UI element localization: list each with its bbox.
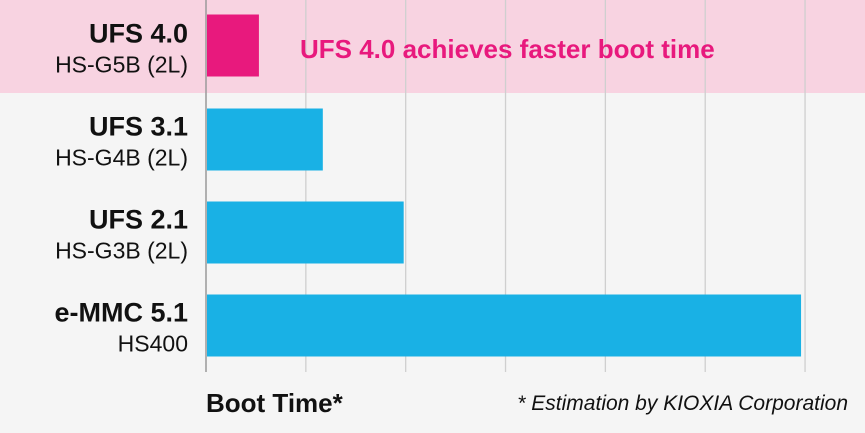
annotation-text: UFS 4.0 achieves faster boot time bbox=[300, 34, 715, 64]
bar-ufs-3-1 bbox=[207, 108, 323, 171]
bar-e-mmc-5-1 bbox=[207, 294, 802, 357]
category-sublabel: HS-G4B (2L) bbox=[55, 145, 188, 171]
category-label: UFS 3.1 bbox=[89, 112, 188, 142]
footnote: * Estimation by KIOXIA Corporation bbox=[517, 392, 848, 415]
bars bbox=[207, 14, 802, 357]
bar-ufs-4-0 bbox=[207, 14, 259, 77]
category-label: UFS 4.0 bbox=[89, 19, 188, 49]
category-label: e-MMC 5.1 bbox=[54, 298, 188, 328]
x-axis-label: Boot Time* bbox=[206, 388, 344, 418]
category-labels: UFS 4.0 HS-G5B (2L) UFS 3.1 HS-G4B (2L) UFS … bbox=[54, 19, 188, 357]
category-sublabel: HS400 bbox=[118, 331, 188, 357]
bar-ufs-2-1 bbox=[207, 201, 404, 264]
category-label: UFS 2.1 bbox=[89, 205, 188, 235]
category-sublabel: HS-G3B (2L) bbox=[55, 238, 188, 264]
highlight-band bbox=[0, 0, 865, 93]
category-sublabel: HS-G5B (2L) bbox=[55, 52, 188, 78]
